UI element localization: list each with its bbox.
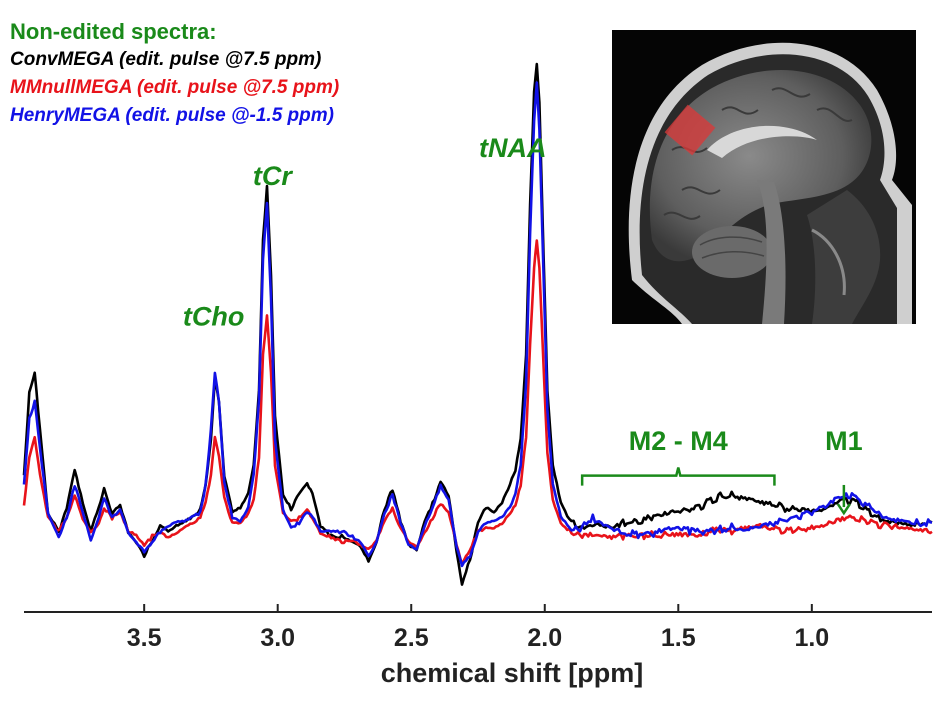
voxel-roi xyxy=(664,104,716,156)
x-axis-label: chemical shift [ppm] xyxy=(381,658,644,688)
mri-sagittal-inset-image xyxy=(612,30,916,324)
x-tick-label: 2.5 xyxy=(394,624,429,652)
m2-m4-bracket xyxy=(580,467,776,486)
region-label: M1 xyxy=(825,426,863,456)
legend-entry-henrymega: HenryMEGA (edit. pulse @-1.5 ppm) xyxy=(10,105,334,126)
x-tick-label: 3.0 xyxy=(260,624,295,652)
legend: Non-edited spectra: ConvMEGA (edit. puls… xyxy=(10,18,339,130)
legend-entry-mmnullmega: MMnullMEGA (edit. pulse @7.5 ppm) xyxy=(10,77,340,98)
x-tick-label: 3.5 xyxy=(127,624,162,652)
annotations: tCho tCr tNAA M2 - M4 M1 xyxy=(183,133,863,516)
m1-arrow-head xyxy=(836,503,851,516)
legend-entry-convmega: ConvMEGA (edit. pulse @7.5 ppm) xyxy=(10,49,322,70)
x-tick-label: 1.0 xyxy=(794,624,829,652)
x-tick-label: 1.5 xyxy=(661,624,696,652)
x-axis: 3.5 3.0 2.5 2.0 1.5 1.0 xyxy=(24,604,932,652)
peak-label: tNAA xyxy=(479,133,547,163)
legend-title: Non-edited spectra: xyxy=(10,19,217,44)
series-line-1 xyxy=(22,239,933,566)
series-line-0 xyxy=(22,62,933,586)
series-line-2 xyxy=(22,81,933,568)
mri-brain-illustration xyxy=(612,30,916,324)
series-layer xyxy=(22,62,933,586)
peak-label: tCho xyxy=(183,302,244,332)
peak-label: tCr xyxy=(253,161,293,191)
region-label: M2 - M4 xyxy=(629,426,728,456)
x-tick-label: 2.0 xyxy=(527,624,562,652)
